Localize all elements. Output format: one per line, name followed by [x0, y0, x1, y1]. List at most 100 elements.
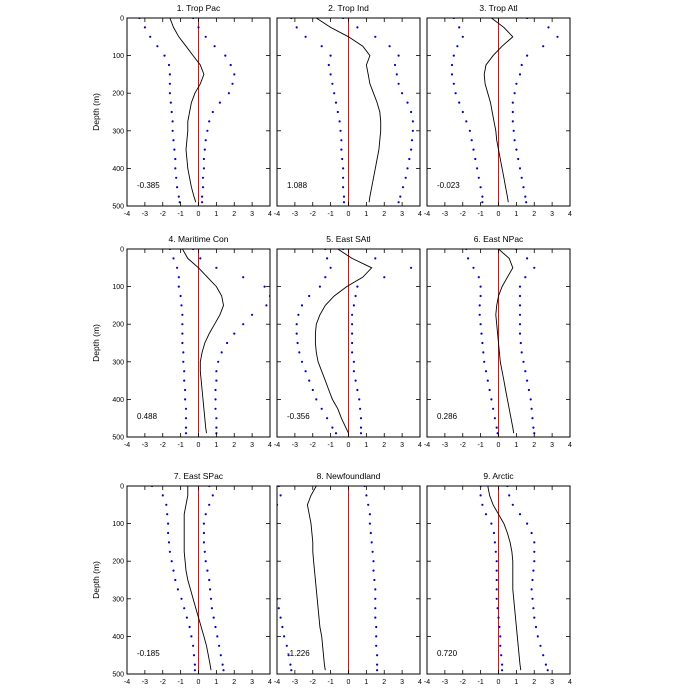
upper-bound-point: [533, 266, 536, 269]
upper-bound-point: [534, 625, 538, 629]
x-tick-label: 1: [514, 211, 518, 218]
lower-bound-point: [161, 494, 164, 497]
lower-bound-point: [479, 294, 482, 298]
upper-bound-point: [376, 669, 379, 672]
lower-bound-point: [271, 513, 273, 515]
upper-bound-point: [208, 120, 211, 123]
lower-bound-point: [499, 644, 502, 647]
upper-bound-point: [204, 560, 207, 563]
y-tick-label: 0: [120, 484, 124, 491]
lower-bound-point: [342, 167, 345, 170]
lower-bound-point: [481, 503, 484, 506]
upper-bound-point: [524, 276, 527, 279]
lower-bound-point: [334, 432, 338, 435]
upper-bound-point: [376, 654, 379, 657]
lower-bound-point: [190, 635, 193, 638]
panel-7: 7. East SPac -4 -3 -2 -1 0 1 2 3 4 0 100 200 300 400 50…: [91, 471, 272, 686]
y-tick-label: 100: [112, 521, 124, 528]
lower-bound-point: [295, 332, 298, 335]
lower-bound-point: [297, 313, 300, 316]
upper-bound-point: [539, 644, 542, 647]
x-tick-label: 1: [514, 442, 518, 449]
upper-bound-point: [515, 148, 518, 151]
lower-bound-point: [171, 129, 174, 132]
upper-bound-point: [215, 370, 218, 373]
lower-bound-point: [336, 110, 339, 114]
x-tick-label: 0: [197, 679, 201, 686]
upper-bound-point: [231, 82, 234, 85]
x-tick-label: -4: [274, 211, 280, 218]
x-tick-label: -3: [442, 679, 448, 686]
upper-bound-point: [351, 323, 354, 326]
upper-bound-point: [227, 92, 230, 95]
x-tick-label: -2: [310, 679, 316, 686]
upper-bound-point: [201, 201, 204, 204]
upper-bound-point: [201, 186, 205, 189]
upper-bound-point: [356, 285, 359, 288]
x-tick-label: 2: [532, 442, 536, 449]
x-tick-label: 4: [418, 679, 422, 686]
lower-bound-point: [320, 45, 323, 48]
lower-bound-point: [467, 257, 470, 260]
upper-bound-point: [202, 531, 205, 535]
x-tick-label: -2: [160, 211, 166, 218]
upper-bound-point: [520, 351, 523, 354]
x-tick-label: 3: [250, 442, 254, 449]
upper-bound-point: [532, 426, 535, 429]
upper-bound-point: [399, 195, 402, 198]
lower-bound-point: [498, 625, 501, 629]
upper-bound-point: [518, 304, 522, 307]
upper-bound-point: [373, 578, 376, 582]
lower-bound-point: [193, 663, 196, 666]
upper-bound-point: [536, 635, 539, 638]
y-tick-label: 0: [120, 16, 124, 23]
upper-bound-point: [524, 195, 527, 198]
lower-bound-point: [490, 398, 493, 401]
x-tick-label: 3: [400, 442, 404, 449]
lower-bound-point: [481, 341, 484, 345]
x-tick-label: -2: [310, 211, 316, 218]
lower-bound-point: [472, 266, 475, 269]
y-axis-title: Depth (m): [91, 561, 101, 599]
lower-bound-point: [165, 503, 168, 506]
lower-bound-point: [170, 110, 173, 114]
lower-bound-point: [289, 663, 292, 666]
mean-line: [182, 249, 224, 434]
upper-bound-point: [352, 360, 355, 363]
lower-bound-point: [492, 407, 495, 410]
lower-bound-point: [454, 92, 457, 95]
upper-bound-point: [217, 360, 220, 363]
lower-bound-point: [295, 26, 298, 29]
upper-bound-point: [518, 332, 522, 335]
upper-bound-point: [242, 276, 245, 279]
lower-bound-point: [173, 148, 176, 151]
lower-bound-point: [281, 625, 284, 629]
lower-bound-point: [495, 560, 498, 563]
x-tick-label: 2: [532, 679, 536, 686]
lower-bound-point: [182, 351, 185, 354]
lower-bound-point: [156, 45, 159, 48]
upper-bound-point: [224, 54, 227, 57]
x-tick-label: -3: [142, 679, 148, 686]
upper-bound-point: [383, 276, 386, 279]
lower-bound-point: [342, 186, 345, 189]
upper-bound-point: [518, 167, 522, 170]
lower-bound-point: [283, 635, 286, 638]
upper-bound-point: [201, 195, 204, 198]
upper-bound-point: [376, 663, 379, 666]
upper-bound-point: [411, 120, 414, 123]
lower-bound-point: [176, 588, 179, 591]
x-tick-label: -4: [124, 679, 130, 686]
upper-bound-point: [202, 522, 205, 525]
upper-bound-point: [525, 201, 528, 204]
lower-bound-point: [296, 341, 299, 345]
lower-bound-point: [267, 532, 269, 534]
lower-bound-point: [470, 139, 473, 142]
upper-bound-point: [263, 285, 266, 288]
lower-bound-point: [315, 398, 318, 401]
lower-bound-point: [168, 92, 171, 95]
upper-bound-point: [410, 139, 414, 142]
upper-bound-point: [206, 129, 209, 132]
upper-bound-point: [511, 120, 514, 123]
upper-bound-point: [368, 522, 371, 525]
